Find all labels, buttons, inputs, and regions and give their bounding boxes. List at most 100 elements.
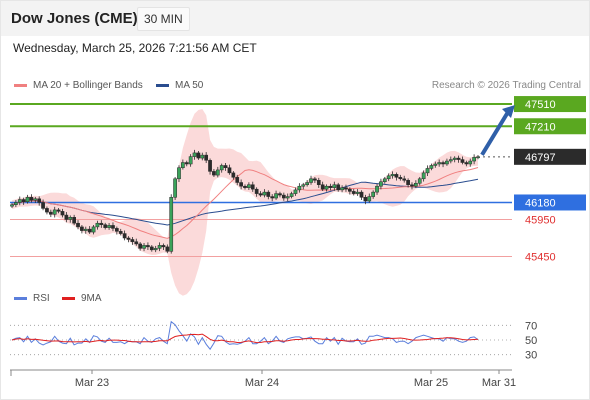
ma50-label: MA 50 <box>175 80 204 91</box>
candle-body <box>371 191 375 197</box>
ma20-line <box>11 167 479 239</box>
last-price-label: 46797 <box>525 152 556 164</box>
candle-body <box>285 196 290 199</box>
candle-body <box>239 182 243 187</box>
candle-body <box>359 191 364 198</box>
candle-body <box>10 204 14 207</box>
support-level-label: 45450 <box>525 252 556 264</box>
candle-body <box>157 245 162 249</box>
candle-body <box>363 197 368 202</box>
candle-body <box>445 160 449 165</box>
candle-body <box>367 196 372 202</box>
candle-body <box>429 165 434 169</box>
candle-body <box>72 217 76 224</box>
candle-body <box>254 188 259 194</box>
candle-body <box>17 199 22 203</box>
candle-body <box>134 241 139 245</box>
candle-body <box>247 184 251 188</box>
candle-body <box>138 243 143 249</box>
candle-body <box>394 174 399 178</box>
candle-body <box>320 184 325 190</box>
x-tick-label: Mar 31 <box>482 377 516 389</box>
legend-ma20: MA 20 + Bollinger Bands <box>14 80 143 91</box>
candle-body <box>68 217 73 220</box>
candle-body <box>165 246 170 252</box>
candle-body <box>146 245 150 248</box>
candle-body <box>309 178 313 183</box>
candle-body <box>425 168 430 174</box>
candle-body <box>293 189 298 194</box>
candle-body <box>332 184 337 188</box>
candle-body <box>289 193 294 197</box>
rsi-tick-label: 50 <box>525 335 537 347</box>
candle-body <box>184 162 189 165</box>
candle-body <box>452 157 457 160</box>
candle-body <box>421 172 426 180</box>
candle-body <box>107 225 111 228</box>
projection-arrow-head-icon <box>502 105 515 119</box>
candle-body <box>437 162 442 165</box>
candle-body <box>344 187 348 190</box>
target-level-label: 47510 <box>525 99 556 111</box>
x-tick-label: Mar 25 <box>414 377 448 389</box>
candle-body <box>200 154 205 159</box>
support-level-label: 45950 <box>525 215 556 227</box>
candle-body <box>316 180 321 185</box>
candle-body <box>456 157 461 160</box>
timestamp: Wednesday, March 25, 2026 7:21:56 AM CET <box>13 41 257 55</box>
rsi-ma-line <box>11 333 479 344</box>
candle-body <box>410 184 414 187</box>
target-level-tag <box>514 96 586 113</box>
candle-body <box>45 208 49 213</box>
timeframe-button[interactable]: 30 MIN <box>137 7 190 31</box>
candle-body <box>29 197 34 201</box>
candle-body <box>348 188 352 192</box>
candle-body <box>472 157 476 162</box>
candle-body <box>212 171 216 176</box>
header-bar: Dow Jones (CME) 30 MIN <box>0 0 590 36</box>
candle-body <box>126 237 131 240</box>
candle-body <box>266 191 271 197</box>
candle-body <box>153 248 158 251</box>
candle-body <box>231 172 236 178</box>
candle-body <box>181 162 185 168</box>
candle-body <box>161 245 166 248</box>
candle-body <box>336 184 341 191</box>
credit-text: Research © 2026 Trading Central <box>431 80 581 91</box>
candle-body <box>313 178 317 181</box>
candle-body <box>270 196 275 199</box>
candle-body <box>196 152 201 159</box>
pivot-level-label: 46180 <box>525 197 556 209</box>
candle-body <box>64 214 69 220</box>
ma9-label: 9MA <box>81 293 102 304</box>
candle-body <box>188 156 193 165</box>
candle-body <box>80 226 84 231</box>
candle-body <box>406 180 410 185</box>
ma50-swatch-icon <box>156 83 169 87</box>
candle-body <box>204 154 209 161</box>
candle-body <box>441 162 445 165</box>
candle-body <box>258 193 263 196</box>
candle-body <box>21 199 26 202</box>
candle-body <box>103 224 108 228</box>
candle-body <box>41 202 45 209</box>
x-tick-label: Mar 23 <box>75 377 109 389</box>
candle-body <box>414 182 418 187</box>
candle-body <box>278 193 282 196</box>
candle-body <box>476 156 480 159</box>
candle-body <box>99 222 104 225</box>
candle-body <box>379 181 383 187</box>
candle-body <box>14 202 18 205</box>
candle-body <box>33 198 38 201</box>
x-tick-label: Mar 24 <box>245 377 279 389</box>
candle-body <box>118 231 123 234</box>
candle-body <box>95 222 100 228</box>
target-level-tag <box>514 118 586 135</box>
candle-body <box>250 184 255 190</box>
ma20-label: MA 20 + Bollinger Bands <box>33 80 143 91</box>
candle-body <box>91 226 96 233</box>
candle-body <box>227 167 232 174</box>
candle-body <box>208 160 212 172</box>
candle-body <box>235 177 240 183</box>
